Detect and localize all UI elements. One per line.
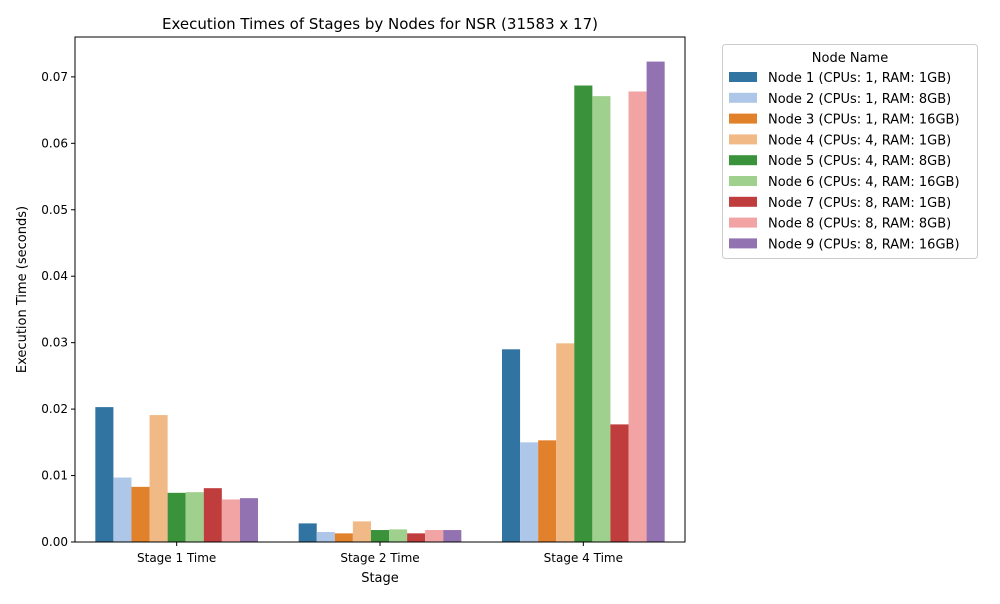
legend-items: Node 1 (CPUs: 1, RAM: 1GB) Node 2 (CPUs: … xyxy=(729,71,960,252)
bar-1-1 xyxy=(95,407,114,542)
legend-frame xyxy=(722,44,978,259)
bar-2-5 xyxy=(370,530,390,542)
bar-3-7 xyxy=(610,424,629,542)
y-axis-label: Execution Time (seconds) xyxy=(15,206,30,373)
plot-frame xyxy=(74,36,686,543)
legend-swatch xyxy=(729,176,757,186)
x-tick-label: Stage 1 Time xyxy=(137,551,216,565)
legend-swatch xyxy=(729,238,757,249)
legend-label: Node 4 (CPUs: 4, RAM: 1GB) xyxy=(768,133,951,148)
chart-title: Execution Times of Stages by Nodes for N… xyxy=(162,15,598,33)
legend-label: Node 7 (CPUs: 8, RAM: 1GB) xyxy=(768,196,951,211)
legend-label: Node 1 (CPUs: 1, RAM: 1GB) xyxy=(768,71,951,86)
bar-3-8 xyxy=(628,91,647,542)
y-tick-label: 0.01 xyxy=(41,469,68,483)
y-tick-label: 0.03 xyxy=(41,336,68,350)
bar-3-1 xyxy=(502,349,521,542)
bar-1-6 xyxy=(185,492,204,542)
y-tick-label: 0.04 xyxy=(41,269,68,283)
y-tick-label: 0.07 xyxy=(41,70,68,84)
legend-label: Node 3 (CPUs: 1, RAM: 16GB) xyxy=(768,113,960,128)
bar-3-5 xyxy=(574,85,593,542)
legend-swatch xyxy=(729,113,757,124)
bar-1-2 xyxy=(113,477,132,542)
bar-2-1 xyxy=(298,523,317,542)
legend: Node Name Node 1 (CPUs: 1, RAM: 1GB)Node… xyxy=(722,44,978,259)
bar-1-4 xyxy=(149,415,168,542)
x-tick-label: Stage 2 Time xyxy=(340,551,419,565)
legend-label: Node 8 (CPUs: 8, RAM: 8GB) xyxy=(768,217,951,232)
bar-3-6 xyxy=(592,96,611,543)
bar-2-8 xyxy=(425,530,444,542)
plot-area: 0.00 0.01 0.02 0.03 0.04 0.05 0.06 0.07 Stage 1 … xyxy=(41,61,665,565)
bar-2-6 xyxy=(389,529,408,542)
y-tick-label: 0.06 xyxy=(41,136,68,150)
bar-3-9 xyxy=(646,61,665,543)
y-tick-label: 0.05 xyxy=(41,203,68,217)
legend-title: Node Name xyxy=(812,51,888,66)
y-tick-label: 0.00 xyxy=(41,535,68,549)
legend-swatch xyxy=(729,196,757,207)
legend-swatch xyxy=(729,72,757,82)
legend-swatch xyxy=(729,134,757,145)
bar-1-7 xyxy=(203,488,222,542)
bar-1-9 xyxy=(239,498,258,542)
x-tick-label: Stage 4 Time xyxy=(544,551,623,565)
legend-label: Node 2 (CPUs: 1, RAM: 8GB) xyxy=(768,92,951,107)
bar-3-4 xyxy=(556,343,575,542)
y-tick-label: 0.02 xyxy=(41,402,68,416)
legend-label: Node 9 (CPUs: 8, RAM: 16GB) xyxy=(768,237,960,252)
bar-2-3 xyxy=(334,533,353,542)
bar-1-8 xyxy=(221,499,240,542)
x-axis-label: Stage xyxy=(361,571,399,586)
legend-swatch xyxy=(729,155,757,166)
legend-swatch xyxy=(729,217,757,228)
bar-3-2 xyxy=(520,442,539,542)
bar-2-2 xyxy=(316,532,335,542)
legend-label: Node 5 (CPUs: 4, RAM: 8GB) xyxy=(768,154,951,169)
legend-swatch xyxy=(729,92,757,103)
bar-3-3 xyxy=(538,440,557,542)
bar-1-5 xyxy=(167,492,186,542)
bar-2-4 xyxy=(352,521,371,542)
legend-label: Node 6 (CPUs: 4, RAM: 16GB) xyxy=(768,175,960,190)
bar-1-3 xyxy=(131,486,150,542)
bar-2-7 xyxy=(407,533,426,542)
bar-2-9 xyxy=(443,530,462,542)
